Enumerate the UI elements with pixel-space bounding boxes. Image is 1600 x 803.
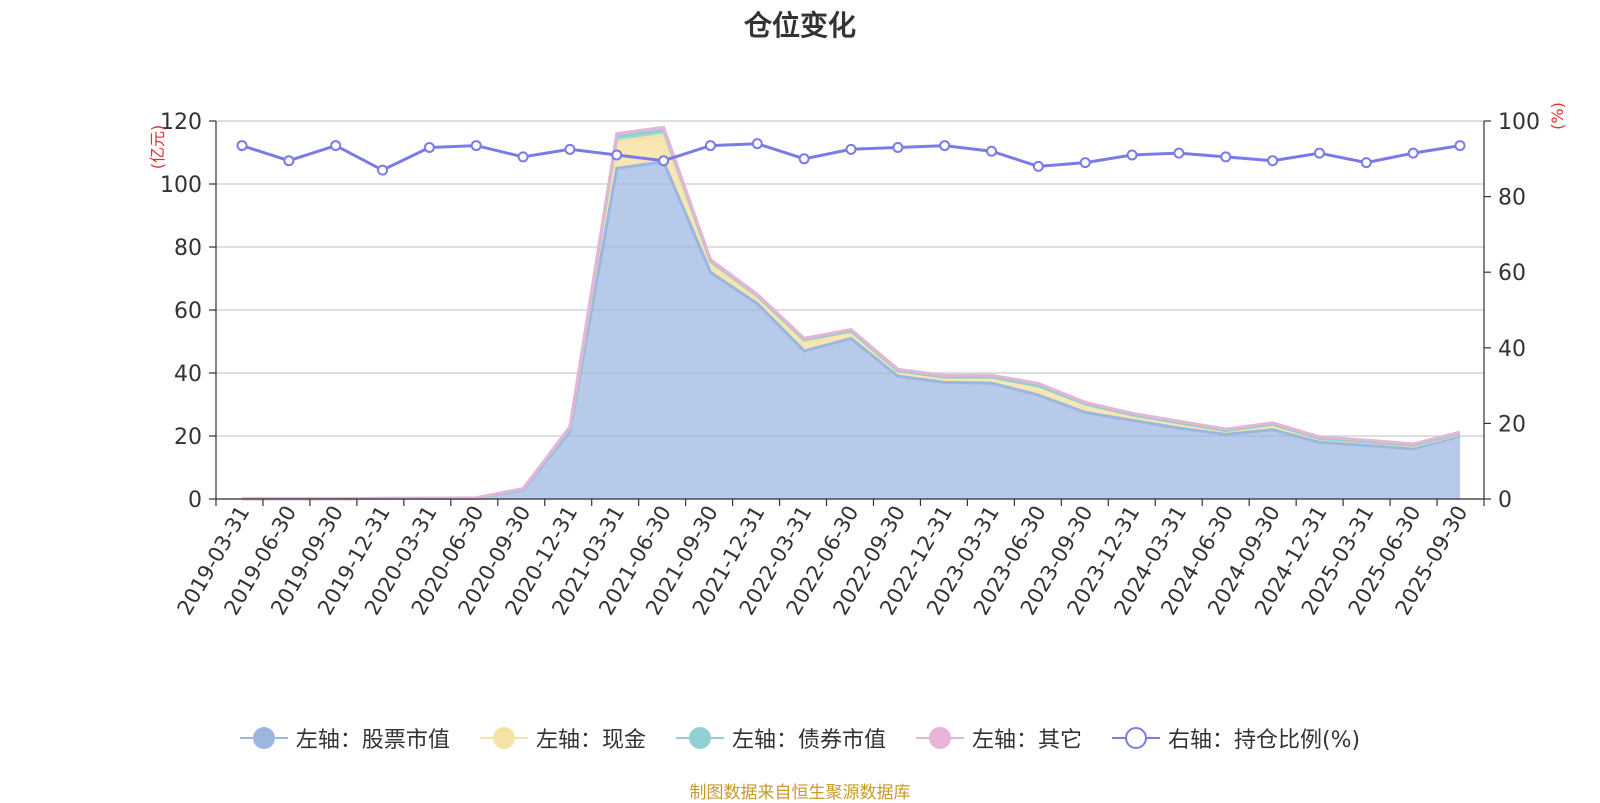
ratio-point (1267, 155, 1279, 167)
legend-symbol-icon (675, 726, 724, 750)
right-axis-unit: (%) (1548, 102, 1567, 130)
ratio-point (1079, 157, 1091, 169)
ratio-point (845, 143, 857, 155)
legend-symbol-icon (479, 726, 528, 750)
ratio-point (1126, 149, 1138, 161)
source-note: 制图数据来自恒生聚源数据库 (689, 783, 911, 803)
area-0 (242, 161, 1460, 499)
legend-label: 右轴：持仓比例(%) (1167, 728, 1361, 753)
ratio-point (1220, 151, 1232, 163)
legend-label: 左轴：其它 (971, 728, 1082, 753)
right-tick-label: 60 (1498, 261, 1526, 286)
legend-symbol-icon (915, 726, 964, 750)
ratio-point (658, 155, 670, 167)
right-tick-label: 100 (1498, 110, 1540, 135)
ratio-point (283, 155, 295, 167)
ratio-point (330, 140, 342, 152)
ratio-point (1454, 140, 1466, 152)
legend-item[interactable]: 右轴：持仓比例(%) (1111, 722, 1361, 754)
ratio-line (236, 138, 1466, 176)
left-tick-label: 60 (174, 299, 202, 324)
ratio-point (1407, 147, 1419, 159)
chart-title: 仓位变化 (743, 9, 856, 42)
legend-label: 左轴：现金 (535, 728, 646, 753)
legend-item[interactable]: 左轴：债券市值 (675, 722, 886, 754)
ratio-point (704, 140, 716, 152)
right-tick-label: 80 (1498, 186, 1526, 211)
right-tick-label: 20 (1498, 412, 1526, 437)
right-tick-label: 0 (1498, 488, 1512, 513)
ratio-point (1032, 160, 1044, 172)
ratio-point (939, 140, 951, 152)
ratio-point (236, 140, 248, 152)
legend-item[interactable]: 左轴：股票市值 (239, 722, 450, 754)
ratio-point (423, 141, 435, 153)
left-tick-label: 120 (160, 110, 202, 135)
ratio-point (564, 143, 576, 155)
chart-plot: 020406080100120020406080100(亿元)(%)2019-0… (148, 102, 1567, 619)
ratio-point (986, 145, 998, 157)
left-tick-label: 40 (174, 362, 202, 387)
left-tick-label: 80 (174, 236, 202, 261)
legend-label: 左轴：债券市值 (731, 728, 886, 753)
legend-item[interactable]: 左轴：现金 (479, 722, 646, 754)
left-axis-unit: (亿元) (148, 125, 167, 170)
legend-item[interactable]: 左轴：其它 (915, 722, 1082, 754)
left-tick-label: 0 (188, 488, 202, 513)
legend: 左轴：股票市值 左轴：现金 左轴：债券市值 左轴：其它 右轴：持仓比例(%) (0, 722, 1600, 754)
legend-label: 左轴：股票市值 (295, 728, 450, 753)
left-tick-label: 100 (160, 173, 202, 198)
left-tick-label: 20 (174, 425, 202, 450)
ratio-point (611, 149, 623, 161)
legend-symbol-icon (239, 726, 288, 750)
ratio-point (470, 140, 482, 152)
ratio-point (892, 141, 904, 153)
ratio-point (1360, 157, 1372, 169)
ratio-point (1313, 147, 1325, 159)
ratio-point (798, 153, 810, 165)
ratio-point (1173, 147, 1185, 159)
ratio-point (377, 164, 389, 176)
right-tick-label: 40 (1498, 337, 1526, 362)
legend-symbol-icon (1111, 726, 1160, 750)
area-line-3 (242, 125, 1461, 501)
stacked-areas (242, 125, 1461, 501)
ratio-point (517, 151, 529, 163)
ratio-point (751, 138, 763, 150)
